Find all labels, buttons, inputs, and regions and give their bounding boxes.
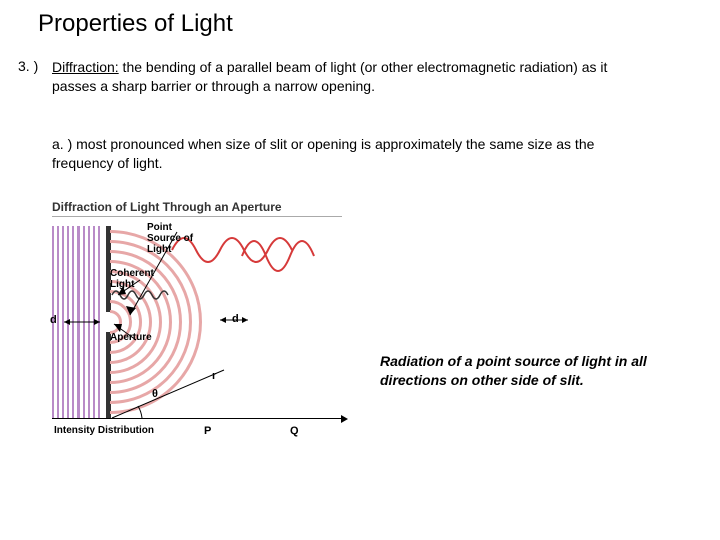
theta-label: θ (152, 388, 158, 400)
intensity-label: Intensity Distribution (54, 425, 154, 436)
aperture-label: Aperture (110, 332, 152, 343)
definition-body: the bending of a parallel beam of light … (52, 59, 607, 94)
d-right-label: d (232, 313, 239, 325)
term: Diffraction: (52, 59, 119, 75)
coherent-label: Coherent Light (110, 268, 170, 290)
sub-point: a. ) most pronounced when size of slit o… (52, 135, 612, 173)
r-label: r (212, 370, 216, 382)
item-number: 3. ) (18, 58, 38, 74)
caption: Radiation of a point source of light in … (380, 352, 680, 390)
figure: Diffraction of Light Through an Aperture (52, 200, 362, 448)
x-axis (52, 418, 342, 419)
page-title: Properties of Light (38, 10, 233, 38)
d-left-label: d (50, 314, 57, 326)
point-source-label: Point Source of Light (147, 222, 207, 255)
q-label: Q (290, 425, 299, 437)
definition-text: Diffraction: the bending of a parallel b… (52, 58, 612, 96)
figure-overlay (52, 200, 362, 448)
p-label: P (204, 425, 211, 437)
